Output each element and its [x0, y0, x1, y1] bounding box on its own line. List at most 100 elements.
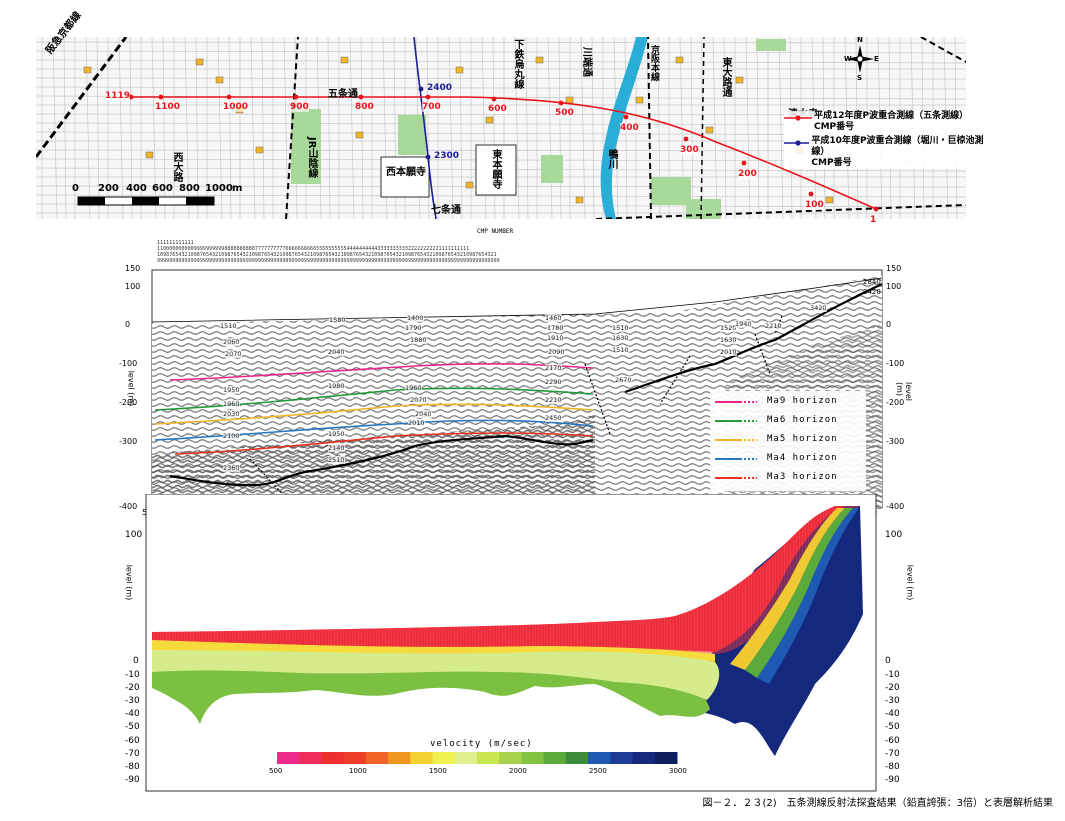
park-area	[291, 109, 321, 184]
colorbar-swatch	[632, 752, 656, 764]
velocity-annotation: 1460	[545, 314, 562, 322]
velocity-annotation: 1960	[223, 400, 240, 408]
section-y-tick: -300	[119, 437, 138, 446]
velocity-annotation: 2140	[328, 444, 345, 452]
compass-e: E	[874, 55, 879, 63]
gojo-cmp-label: 300	[680, 145, 699, 155]
park-area	[756, 39, 786, 51]
street-label-shimokarasuma: 下鉄烏丸線	[512, 39, 523, 89]
tomography-y-tick-right: -40	[885, 709, 900, 719]
gojo-cmp-label: 800	[355, 102, 374, 112]
gojo-cmp-dot	[425, 94, 431, 100]
legend-horikawa-sub: CMP番号	[811, 158, 852, 168]
scale-tick-label: 1000	[205, 183, 233, 194]
tomography-y-tick: -60	[125, 736, 140, 746]
velocity-annotation: 2070	[410, 396, 427, 404]
colorbar-swatch	[321, 752, 345, 764]
horikawa-cmp-dot	[418, 86, 424, 92]
section-y-label: level (m)	[126, 370, 136, 407]
gojo-cmp-label: 400	[620, 123, 639, 133]
street-label-gojo: 五条通	[328, 89, 358, 100]
gojo-cmp-dot	[158, 94, 164, 100]
legend-gojo-sub: CMP番号	[814, 122, 855, 132]
tomography-y-tick-right: -50	[885, 722, 900, 732]
section-y-tick-right: 150	[886, 264, 902, 273]
street-label-shichijo: 七条通	[431, 205, 461, 216]
velocity-annotation: 1950	[328, 430, 345, 438]
gojo-survey-line	[131, 96, 877, 210]
gojo-cmp-dot	[226, 94, 232, 100]
legend-horikawa-title: 平成10年度P波重合測線（堀川・巨椋池測線）	[811, 136, 984, 157]
compass-w: W	[844, 55, 852, 63]
place-label-higashihonganji: 東本願寺	[490, 149, 501, 189]
section-y-tick: 150	[125, 264, 141, 273]
colorbar-tick: 1500	[429, 767, 447, 775]
section-y-tick: -200	[119, 398, 138, 407]
velocity-annotation: 3420	[810, 304, 827, 312]
tomography-y-tick-right: 0	[885, 656, 891, 666]
colorbar-swatch	[388, 752, 411, 764]
compass-s: S	[857, 74, 863, 82]
gojo-cmp-label: 1119	[105, 91, 131, 101]
velocity-annotation: 1780	[547, 324, 564, 332]
colorbar-tick: 1000	[349, 767, 367, 775]
velocity-annotation: 2290	[545, 378, 562, 386]
tomography-y-tick: -10	[125, 670, 140, 680]
velocity-annotation: 2360	[223, 464, 240, 472]
street-label-kawabata: 川端通	[581, 47, 592, 77]
horikawa-cmp-label: 2300	[434, 151, 460, 161]
street-label-jr: JR山陰線	[306, 137, 317, 179]
legend-gojo-title: 平成12年度P波重合測線（五条測線）	[814, 111, 969, 121]
colorbar-swatch	[299, 752, 322, 764]
tomography-y-tick-right: 100	[885, 530, 903, 540]
velocity-annotation: 2010	[408, 419, 425, 427]
section-right-value: 2840	[863, 278, 881, 286]
gojo-cmp-label: 900	[290, 102, 309, 112]
gojo-cmp-label: 100	[805, 200, 824, 210]
velocity-annotation: 1950	[223, 386, 240, 394]
colorbar-tick: 2500	[589, 767, 607, 775]
horizon-legend-label: Ma9 horizon	[767, 396, 838, 406]
horikawa-survey-line	[413, 37, 437, 219]
gojo-cmp-label: 200	[738, 169, 757, 179]
colorbar-swatch	[365, 752, 389, 764]
velocity-annotation: 1940	[735, 320, 752, 328]
colorbar-swatch	[454, 752, 478, 764]
velocity-annotation: 2210	[545, 396, 562, 404]
colorbar-swatch	[410, 752, 434, 764]
horizon-legend-label: Ma3 horizon	[767, 472, 838, 482]
velocity-annotation: 2090	[548, 348, 565, 356]
tomography-section	[145, 494, 877, 792]
velocity-annotation: 1510	[612, 324, 629, 332]
section-y-tick: 100	[125, 282, 141, 291]
section-y-tick-right: 100	[886, 282, 902, 291]
tomography-y-tick: 100	[125, 530, 143, 540]
tomography-y-tick: -80	[125, 762, 140, 772]
velocity-annotation: 1880	[410, 336, 427, 344]
velocity-annotation: 2450	[545, 414, 562, 422]
tomography-y-tick: -50	[125, 722, 140, 732]
tomography-y-tick: -20	[125, 683, 140, 693]
location-map: 阪急京都線 五条通 七条通 下鉄烏丸線 JR山陰線 川端通 京阪本線 鴨川 東大…	[36, 10, 984, 225]
section-y-tick-right: -100	[886, 359, 905, 368]
velocity-annotation: 2010	[720, 348, 737, 356]
velocity-annotation: 1510	[220, 322, 237, 330]
velocity-annotation: 2170	[545, 364, 562, 372]
tomography-panel: 100 100 0 0 -10 -10 -20 -20 -30 -30 -40 -40 -50 -50 -6…	[115, 494, 935, 794]
horikawa-cmp-label: 2400	[427, 83, 453, 93]
park-area	[651, 177, 691, 205]
velocity-annotation: 2030	[223, 410, 240, 418]
velocity-annotation: 2060	[223, 338, 240, 346]
velocity-annotation: 1630	[720, 336, 737, 344]
colorbar-tick: 500	[269, 767, 283, 775]
gojo-cmp-dot	[683, 136, 689, 142]
tomography-y-tick-right: -30	[885, 696, 900, 706]
colorbar-swatch	[543, 752, 567, 764]
velocity-annotation: 1510	[612, 346, 629, 354]
basement-line	[169, 434, 594, 487]
velocity-annotation: 1630	[612, 334, 629, 342]
place-label-nishihonganji: 西本願寺	[386, 163, 426, 178]
kamo-river	[600, 37, 648, 219]
gojo-cmp-dot	[293, 94, 299, 100]
park-area	[541, 155, 563, 183]
